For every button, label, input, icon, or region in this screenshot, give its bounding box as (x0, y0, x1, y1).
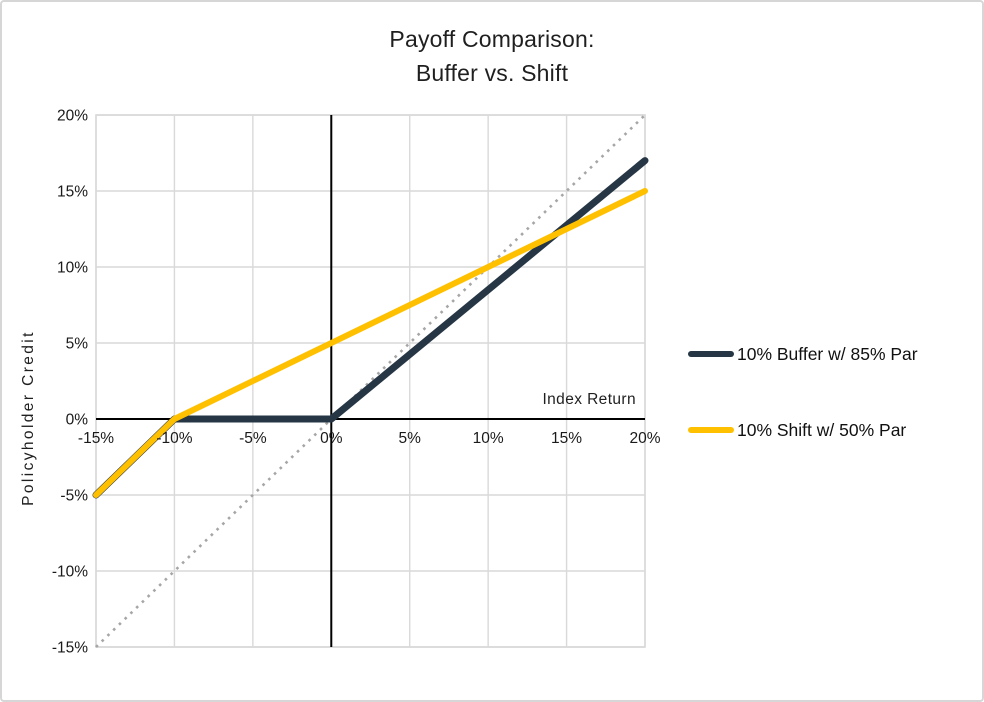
legend-label-buffer: 10% Buffer w/ 85% Par (737, 343, 918, 364)
reference-identity-line (95, 114, 646, 648)
y-tick-label: -15% (52, 640, 88, 657)
y-tick-label: 0% (66, 412, 89, 429)
shift-series-swatch-icon (688, 427, 734, 433)
x-tick-label: -10% (156, 430, 192, 447)
chart-title-line1: Payoff Comparison: (389, 26, 595, 52)
y-tick-label: 15% (57, 184, 88, 201)
series-line-shift (93, 188, 648, 498)
x-tick-label: 15% (551, 430, 582, 447)
y-axis-title: Policyholder Credit (20, 330, 37, 506)
chart-title: Payoff Comparison: Buffer vs. Shift (0, 22, 984, 90)
y-tick-label: 5% (66, 336, 89, 353)
legend-item-buffer: 10% Buffer w/ 85% Par (688, 342, 918, 366)
legend-label-shift: 10% Shift w/ 50% Par (737, 419, 907, 440)
y-tick-label: 10% (57, 260, 88, 277)
plot-border (95, 114, 646, 648)
x-tick-label: 20% (629, 430, 660, 447)
legend: 10% Buffer w/ 85% Par 10% Shift w/ 50% P… (688, 342, 918, 442)
x-tick-label: 5% (399, 430, 422, 447)
x-tick-label: 10% (473, 430, 504, 447)
chart-title-line2: Buffer vs. Shift (415, 60, 569, 86)
x-tick-label: -5% (239, 430, 267, 447)
y-tick-label: -10% (52, 564, 88, 581)
x-tick-label: -15% (78, 430, 114, 447)
buffer-series-swatch-icon (688, 351, 734, 357)
x-axis-title: Index Return (542, 391, 636, 408)
y-tick-label: -5% (60, 488, 88, 505)
y-tick-label: 20% (57, 108, 88, 125)
x-tick-label: 0% (320, 430, 343, 447)
legend-item-shift: 10% Shift w/ 50% Par (688, 418, 918, 442)
